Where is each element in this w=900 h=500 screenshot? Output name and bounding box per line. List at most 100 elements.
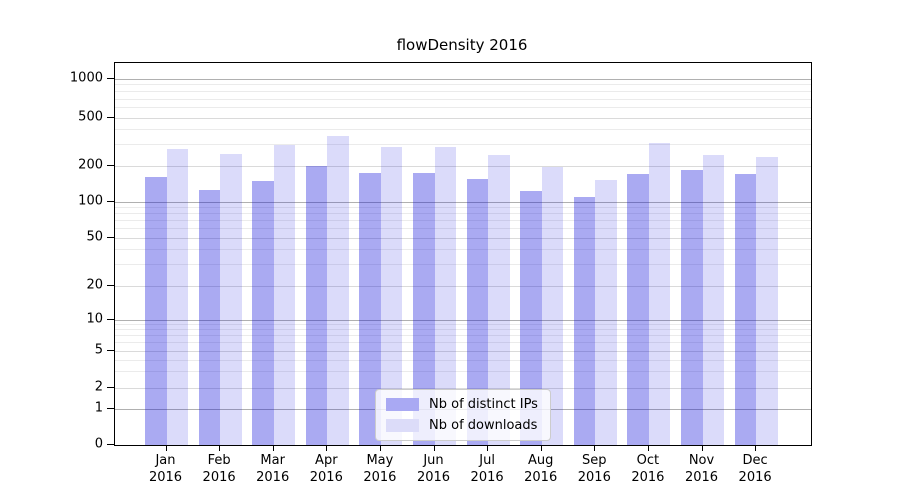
bar-feb-downloads bbox=[220, 154, 242, 445]
y-tick-label-200: 200 bbox=[78, 157, 103, 173]
bar-apr-distinct-ips bbox=[305, 165, 328, 445]
y-tick-200 bbox=[107, 164, 114, 166]
gridline-60 bbox=[115, 228, 811, 230]
bar-nov-downloads bbox=[702, 154, 724, 445]
y-tick-label-20: 20 bbox=[86, 277, 103, 293]
x-tick-dec bbox=[755, 445, 757, 451]
gridline-900 bbox=[115, 84, 811, 86]
gridline-40 bbox=[115, 249, 811, 251]
bar-oct-distinct-ips bbox=[627, 173, 649, 445]
y-tick-0 bbox=[107, 443, 114, 445]
y-tick-label-10: 10 bbox=[86, 311, 103, 327]
x-tick-label-mar: Mar 2016 bbox=[256, 453, 290, 485]
x-tick-label-apr: Apr 2016 bbox=[309, 453, 343, 485]
x-tick-feb bbox=[219, 445, 221, 451]
gridline-100 bbox=[115, 201, 811, 203]
bar-may-downloads bbox=[380, 146, 403, 445]
x-tick-may bbox=[379, 445, 381, 451]
bar-aug-downloads bbox=[541, 166, 564, 445]
x-tick-label-nov: Nov 2016 bbox=[684, 453, 719, 485]
bar-dec-downloads bbox=[756, 157, 778, 445]
bar-feb-distinct-ips bbox=[198, 190, 221, 445]
x-tick-jul bbox=[487, 445, 489, 451]
x-tick-jun bbox=[433, 445, 435, 451]
y-tick-2 bbox=[107, 386, 114, 388]
gridline-3 bbox=[115, 371, 811, 373]
legend-swatch-icon bbox=[386, 419, 419, 432]
gridline-30 bbox=[115, 264, 811, 266]
x-tick-label-may: May 2016 bbox=[363, 453, 397, 485]
x-tick-label-feb: Feb 2016 bbox=[202, 453, 236, 485]
bar-mar-downloads bbox=[273, 144, 296, 445]
bar-may-distinct-ips bbox=[359, 172, 381, 445]
gridline-80 bbox=[115, 213, 811, 215]
chart-title: flowDensity 2016 bbox=[396, 36, 528, 54]
x-tick-nov bbox=[701, 445, 703, 451]
y-tick-label-0: 0 bbox=[94, 436, 103, 452]
y-tick-label-50: 50 bbox=[86, 229, 103, 245]
bar-aug-distinct-ips bbox=[520, 190, 542, 445]
gridline-7 bbox=[115, 335, 811, 337]
gridline-8 bbox=[115, 329, 811, 331]
x-tick-aug bbox=[540, 445, 542, 451]
bar-mar-distinct-ips bbox=[252, 181, 274, 445]
x-tick-label-oct: Oct 2016 bbox=[631, 453, 665, 485]
gridline-200 bbox=[115, 165, 811, 167]
y-tick-label-1: 1 bbox=[94, 400, 103, 416]
bar-apr-downloads bbox=[327, 135, 349, 445]
legend-item-distinct-ips: Nb of distinct IPs bbox=[386, 397, 538, 412]
y-tick-5 bbox=[107, 349, 114, 351]
gridline-9 bbox=[115, 324, 811, 326]
gridline-1000 bbox=[115, 78, 811, 80]
x-tick-sep bbox=[594, 445, 596, 451]
y-tick-1000 bbox=[107, 77, 114, 79]
gridline-10 bbox=[115, 319, 811, 321]
x-tick-oct bbox=[647, 445, 649, 451]
gridline-50 bbox=[115, 237, 811, 239]
gridline-600 bbox=[115, 107, 811, 109]
y-tick-label-500: 500 bbox=[78, 109, 103, 125]
plot-area: Nb of distinct IPs Nb of downloads bbox=[114, 62, 812, 446]
legend-label: Nb of distinct IPs bbox=[429, 397, 538, 412]
x-tick-label-aug: Aug 2016 bbox=[524, 453, 558, 485]
y-tick-label-2: 2 bbox=[94, 379, 103, 395]
y-tick-label-100: 100 bbox=[78, 193, 103, 209]
gridline-400 bbox=[115, 129, 811, 131]
bar-jun-downloads bbox=[434, 146, 456, 445]
bar-oct-downloads bbox=[648, 143, 671, 445]
bar-sep-distinct-ips bbox=[573, 196, 596, 445]
gridline-2 bbox=[115, 387, 811, 389]
gridline-20 bbox=[115, 285, 811, 287]
y-tick-10 bbox=[107, 318, 114, 320]
bar-jul-downloads bbox=[488, 155, 510, 445]
y-tick-100 bbox=[107, 200, 114, 202]
bar-dec-distinct-ips bbox=[734, 173, 757, 445]
x-tick-label-jun: Jun 2016 bbox=[416, 453, 451, 485]
gridline-700 bbox=[115, 98, 811, 100]
bar-jul-distinct-ips bbox=[466, 179, 489, 445]
y-tick-500 bbox=[107, 116, 114, 118]
x-tick-mar bbox=[272, 445, 274, 451]
x-tick-label-jul: Jul 2016 bbox=[470, 453, 504, 485]
bar-jan-downloads bbox=[166, 148, 188, 445]
gridline-90 bbox=[115, 206, 811, 208]
bar-jun-distinct-ips bbox=[413, 172, 435, 445]
x-tick-label-dec: Dec 2016 bbox=[738, 453, 772, 485]
x-tick-label-jan: Jan 2016 bbox=[148, 453, 183, 485]
x-tick-label-sep: Sep 2016 bbox=[577, 453, 611, 485]
gridline-70 bbox=[115, 220, 811, 222]
y-tick-20 bbox=[107, 284, 114, 286]
legend-swatch-icon bbox=[386, 398, 419, 411]
y-tick-50 bbox=[107, 236, 114, 238]
bar-nov-distinct-ips bbox=[681, 169, 703, 445]
gridline-6 bbox=[115, 342, 811, 344]
bar-sep-downloads bbox=[595, 179, 617, 445]
legend: Nb of distinct IPs Nb of downloads bbox=[375, 389, 551, 441]
x-tick-jan bbox=[165, 445, 167, 451]
gridline-800 bbox=[115, 91, 811, 93]
legend-item-downloads: Nb of downloads bbox=[386, 418, 538, 433]
legend-label: Nb of downloads bbox=[429, 418, 538, 433]
y-tick-label-5: 5 bbox=[94, 342, 103, 358]
x-tick-apr bbox=[326, 445, 328, 451]
